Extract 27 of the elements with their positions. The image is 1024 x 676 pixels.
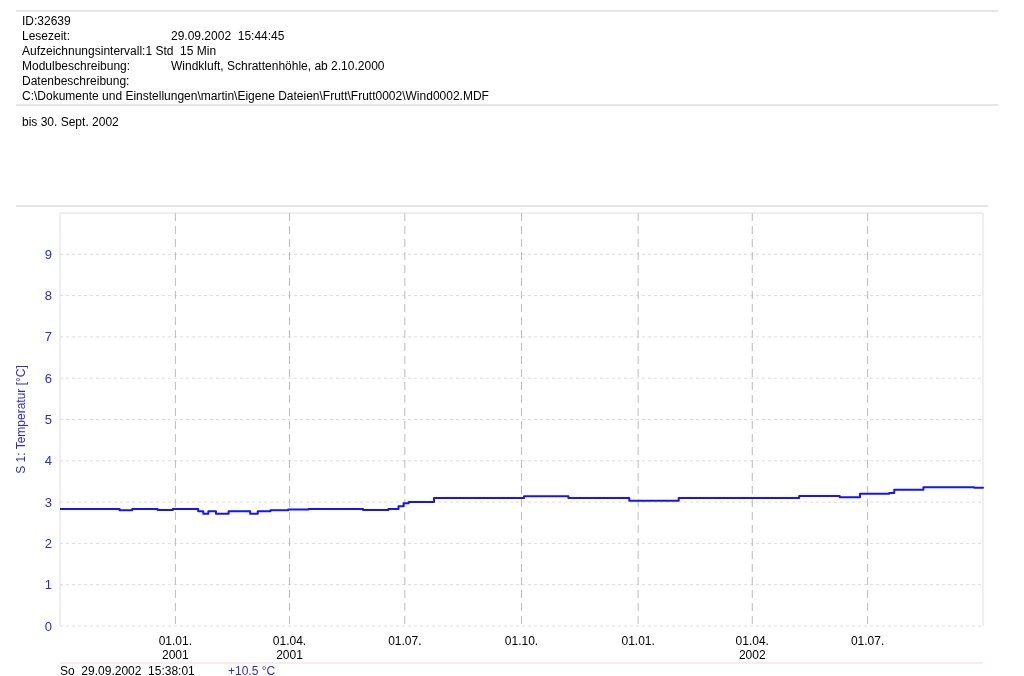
y-axis-title: S 1: Temperatur [°C] <box>14 365 28 474</box>
y-tick-label: 6 <box>44 370 52 386</box>
y-tick-label: 0 <box>44 618 52 634</box>
text: C:\Dokumente und Einstellungen\martin\Eigene Dateien\Frutt\Frutt0002\Wind0002.MDF <box>22 89 489 103</box>
y-tick-label: 1 <box>44 577 52 593</box>
y-tick-label: 7 <box>44 329 52 345</box>
text: +10.5 °C <box>228 664 276 676</box>
text: Lesezeit: 29.09.2002 15:44:45 <box>22 29 285 43</box>
text: Datenbeschreibung: <box>22 74 130 88</box>
y-tick-label: 3 <box>44 494 52 510</box>
x-tick-label: 01.01. 2001 <box>158 634 193 662</box>
text: Modulbeschreibung: Windkluft, Schrattenhöhle, ab 2.10.2000 <box>22 59 385 73</box>
x-tick-label: 01.07. <box>850 634 885 648</box>
x-tick-label: 01.01. <box>621 634 655 648</box>
y-tick-label: 9 <box>44 246 52 262</box>
x-tick-label: 01.04. 2001 <box>272 634 307 662</box>
text: Aufzeichnungsintervall:1 Std 15 Min <box>22 44 217 58</box>
x-tick-label: 01.10. <box>504 634 539 648</box>
x-tick-label: 01.04. 2002 <box>735 634 769 662</box>
y-tick-label: 2 <box>44 535 52 551</box>
text: So 29.09.2002 15:38:01 <box>60 664 196 676</box>
y-tick-label: 5 <box>44 412 52 428</box>
x-tick-label: 01.07. <box>388 634 422 648</box>
chart-title: ID:32639 <box>22 14 72 28</box>
y-tick-label: 4 <box>44 453 52 469</box>
chart-subtitle: bis 30. Sept. 2002 <box>22 115 120 129</box>
y-tick-label: 8 <box>44 288 52 304</box>
